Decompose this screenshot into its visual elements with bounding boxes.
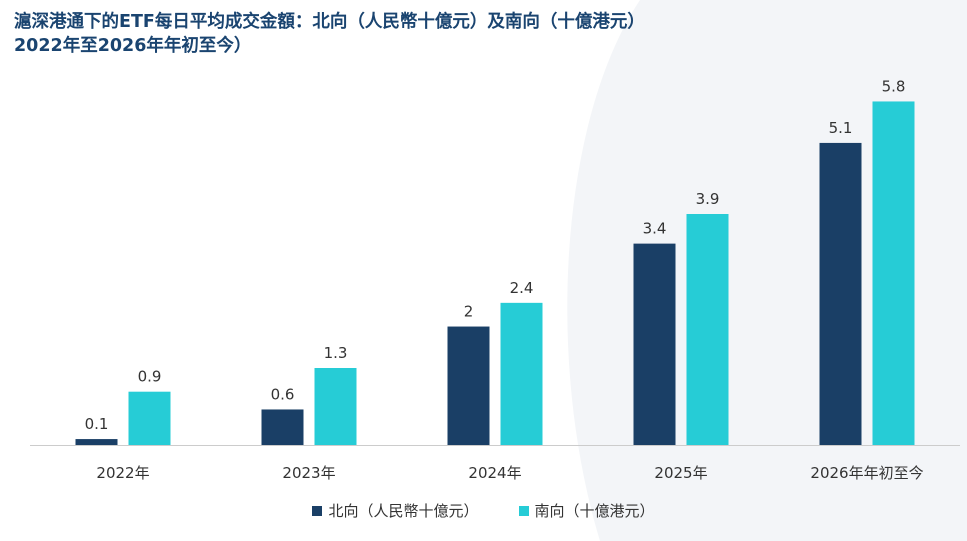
bar-north-3 xyxy=(633,243,676,445)
data-label-south-3: 3.9 xyxy=(696,190,720,208)
x-tick-label-1: 2023年 xyxy=(282,464,335,482)
data-label-south-4: 5.8 xyxy=(882,77,906,95)
chart-title-line-2: 2022年至2026年年初至今） xyxy=(14,36,252,56)
bar-south-0 xyxy=(128,391,171,445)
data-label-north-2: 2 xyxy=(464,303,474,321)
data-label-south-1: 1.3 xyxy=(324,344,348,362)
legend-swatch-south xyxy=(518,505,529,516)
bar-south-4 xyxy=(872,101,915,445)
chart-title-line-1: 滬深港通下的ETF每日平均成交金額：北向（人民幣十億元）及南向（十億港元） xyxy=(14,12,645,32)
data-label-south-2: 2.4 xyxy=(510,279,534,297)
bar-north-4 xyxy=(819,142,862,445)
x-tick-label-0: 2022年 xyxy=(96,464,149,482)
bar-south-2 xyxy=(500,302,543,445)
data-label-south-0: 0.9 xyxy=(138,368,162,386)
bar-north-0 xyxy=(75,439,118,445)
bar-north-2 xyxy=(447,326,490,445)
bar-south-1 xyxy=(314,368,357,445)
data-label-north-4: 5.1 xyxy=(829,119,853,137)
bar-south-3 xyxy=(686,214,729,445)
x-tick-label-3: 2025年 xyxy=(654,464,707,482)
legend-label-north: 北向（人民幣十億元） xyxy=(328,502,479,520)
chart-title: 滬深港通下的ETF每日平均成交金額：北向（人民幣十億元）及南向（十億港元） 20… xyxy=(14,10,645,58)
data-label-north-0: 0.1 xyxy=(85,415,109,433)
x-tick-label-2: 2024年 xyxy=(468,464,521,482)
data-label-north-1: 0.6 xyxy=(271,385,295,403)
legend-item-north: 北向（人民幣十億元） xyxy=(312,500,479,521)
legend-label-south: 南向（十億港元） xyxy=(534,502,655,520)
legend-item-south: 南向（十億港元） xyxy=(518,500,655,521)
bar-north-1 xyxy=(261,409,304,445)
chart-legend: 北向（人民幣十億元） 南向（十億港元） xyxy=(0,500,967,521)
legend-swatch-north xyxy=(312,505,323,516)
x-tick-label-4: 2026年年初至今 xyxy=(810,464,923,482)
data-label-north-3: 3.4 xyxy=(643,220,667,238)
